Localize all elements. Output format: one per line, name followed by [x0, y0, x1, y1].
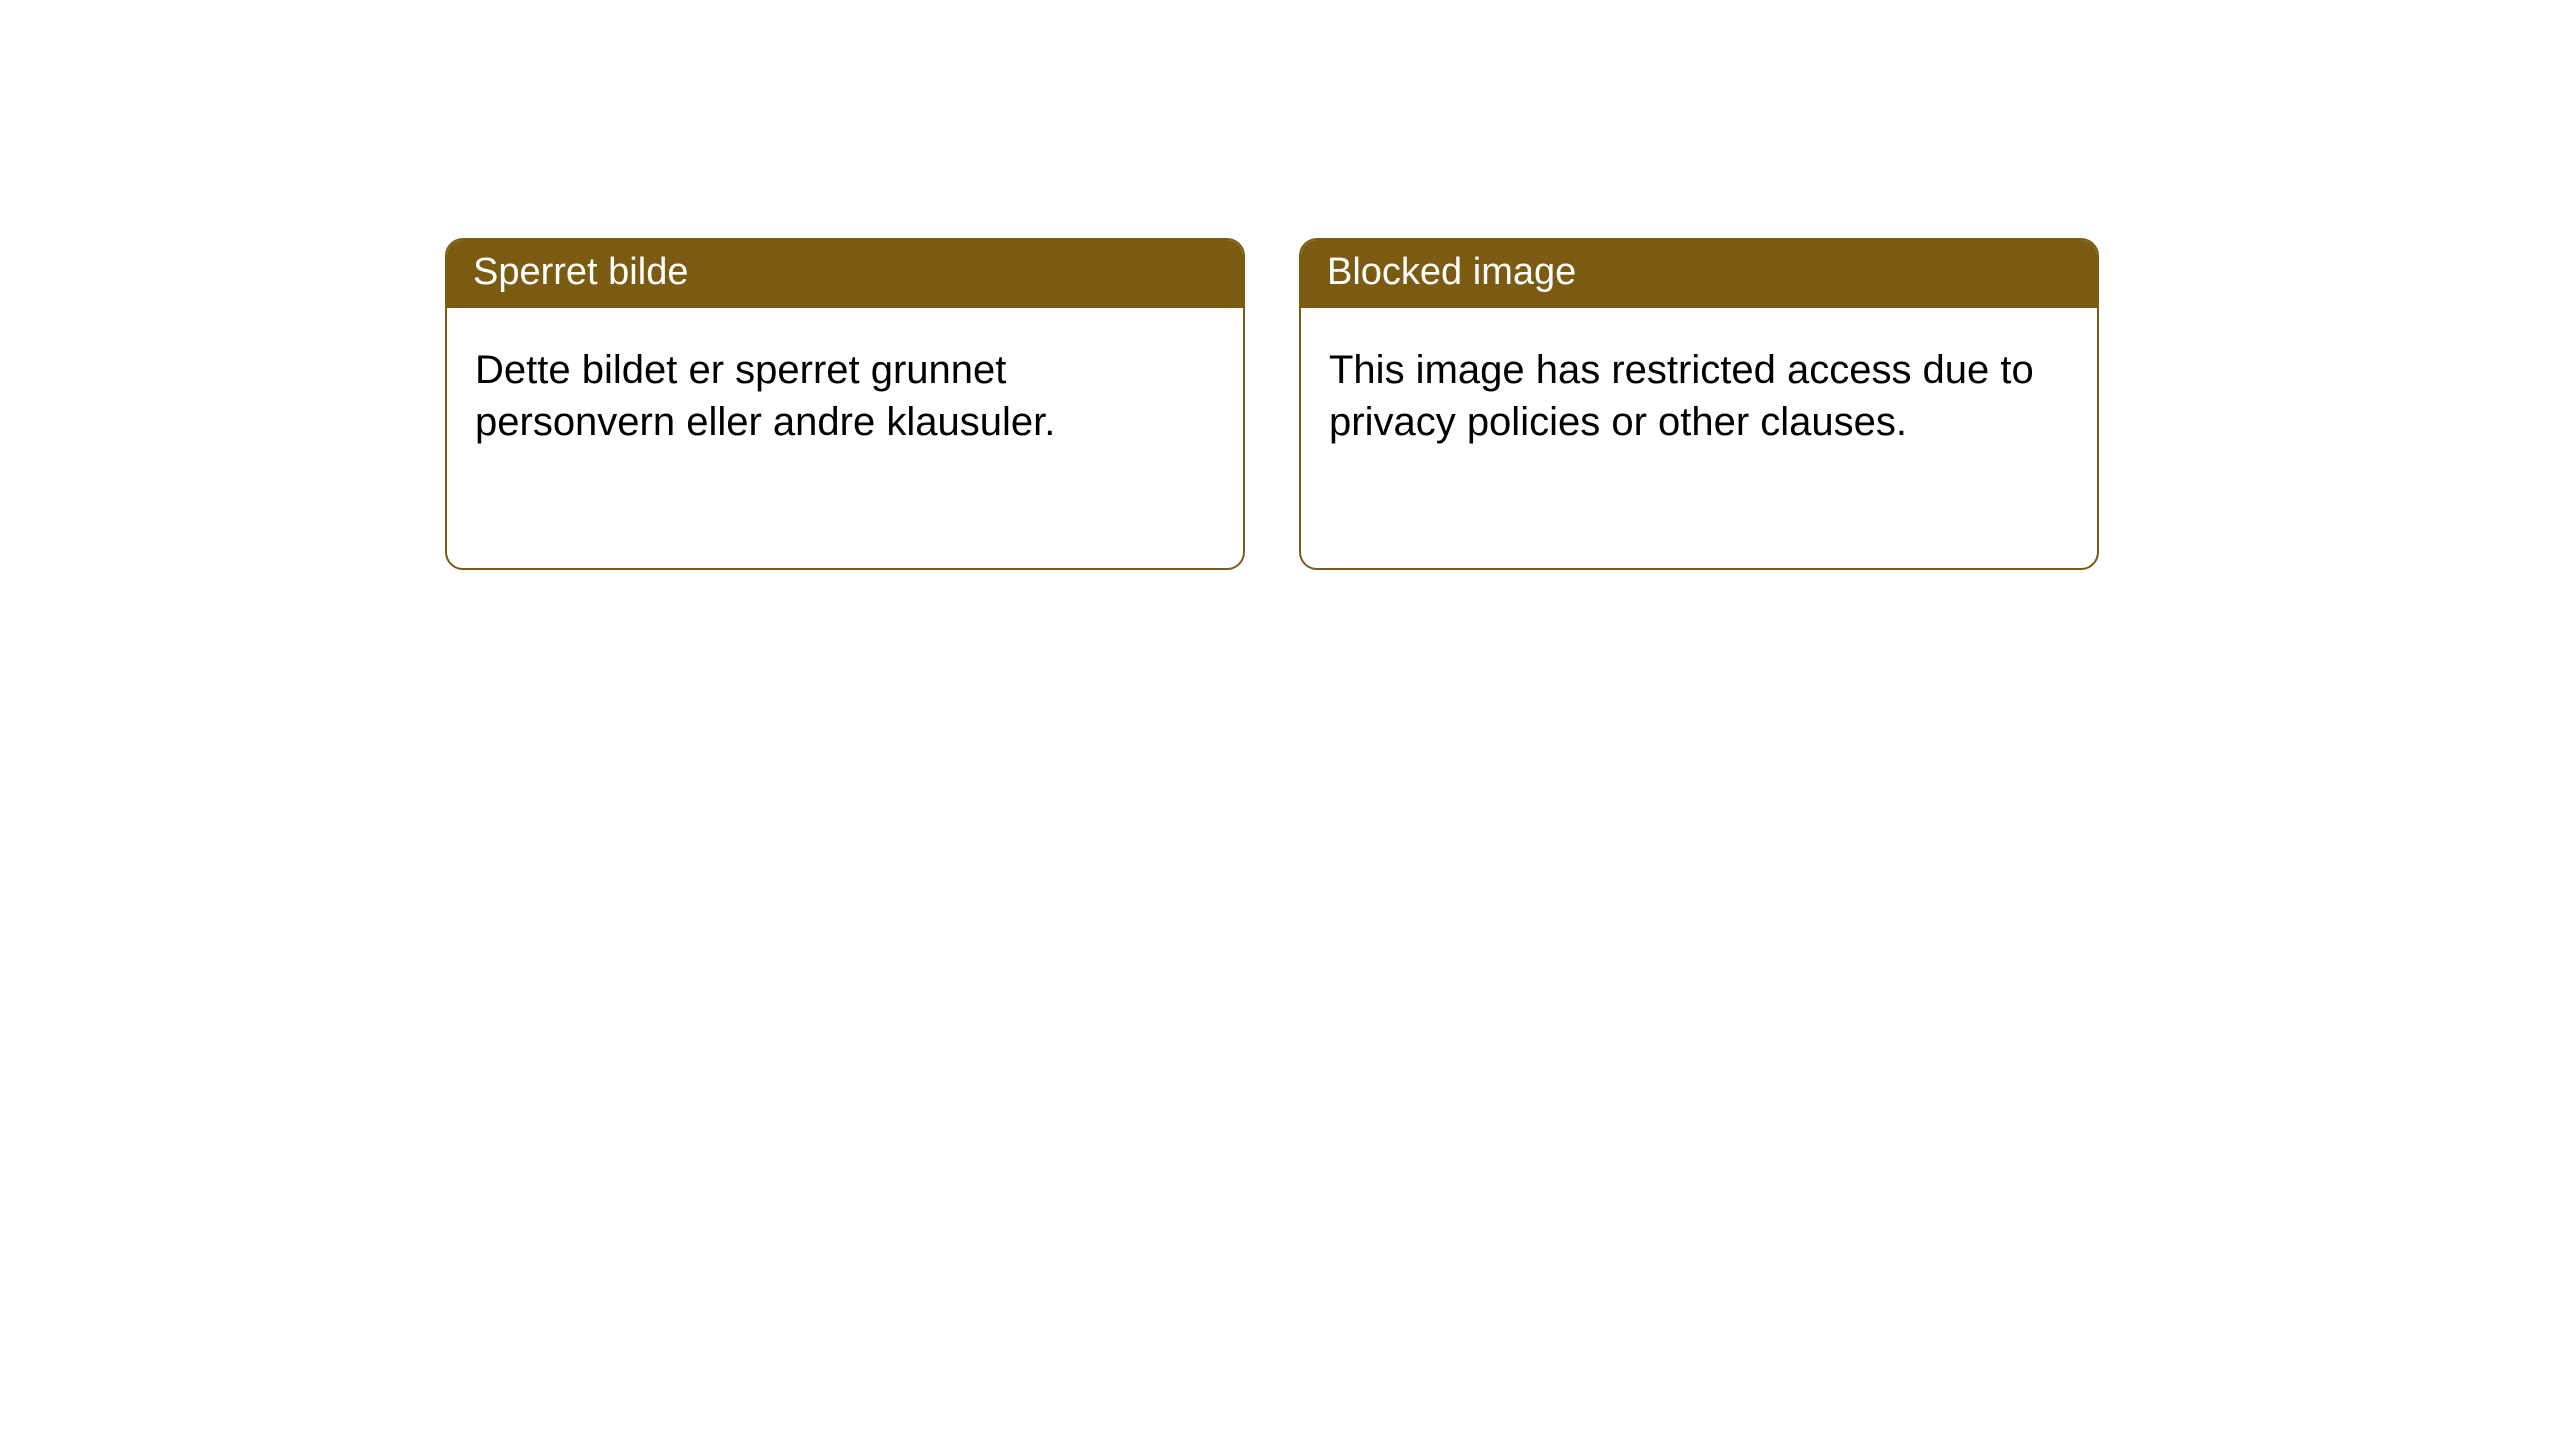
notice-card-norwegian: Sperret bilde Dette bildet er sperret gr… — [445, 238, 1245, 570]
notice-body-english: This image has restricted access due to … — [1301, 308, 2097, 568]
notice-body-norwegian: Dette bildet er sperret grunnet personve… — [447, 308, 1243, 568]
notice-container: Sperret bilde Dette bildet er sperret gr… — [0, 0, 2560, 570]
notice-title-norwegian: Sperret bilde — [447, 240, 1243, 308]
notice-card-english: Blocked image This image has restricted … — [1299, 238, 2099, 570]
notice-title-english: Blocked image — [1301, 240, 2097, 308]
